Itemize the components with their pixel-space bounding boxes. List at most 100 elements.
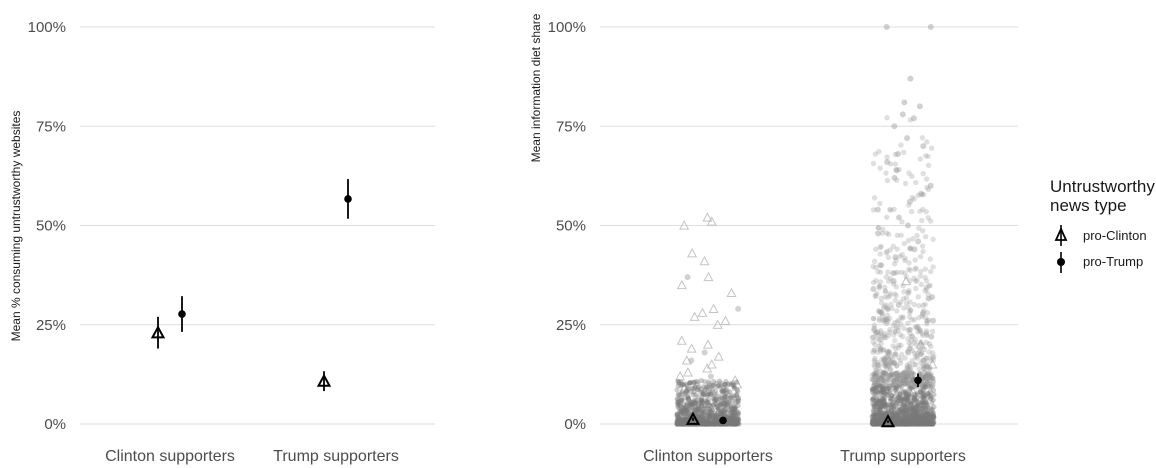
jitter-point-near-zero xyxy=(677,416,683,422)
jitter-point-pro-trump xyxy=(884,312,890,318)
jitter-point-pro-clinton xyxy=(921,371,932,381)
jitter-point-near-zero xyxy=(693,397,700,403)
jitter-point-near-zero xyxy=(726,381,732,387)
jitter-point-near-zero xyxy=(678,420,684,426)
jitter-point-near-zero xyxy=(698,420,705,427)
jitter-point-near-zero xyxy=(873,412,880,418)
jitter-point-pro-trump xyxy=(920,170,926,177)
jitter-point-pro-trump xyxy=(871,322,878,328)
jitter-point-pro-trump xyxy=(930,317,937,324)
jitter-point-near-zero xyxy=(706,381,713,387)
jitter-point-near-zero xyxy=(871,382,877,389)
jitter-point-near-zero xyxy=(715,382,722,389)
jitter-point-pro-trump xyxy=(899,373,906,380)
jitter-point-near-zero xyxy=(713,396,719,402)
jitter-point-near-zero xyxy=(698,421,704,427)
jitter-point-near-zero xyxy=(711,419,717,425)
jitter-point-near-zero xyxy=(676,392,682,398)
jitter-point-near-zero xyxy=(893,421,900,427)
jitter-point-near-zero xyxy=(696,415,702,421)
jitter-point-near-zero xyxy=(734,419,740,425)
jitter-point-near-zero xyxy=(895,395,901,401)
jitter-point-pro-trump xyxy=(707,373,714,380)
jitter-point-near-zero xyxy=(708,410,715,416)
jitter-point-near-zero xyxy=(712,419,718,425)
jitter-point-near-zero xyxy=(732,421,738,427)
jitter-point-near-zero xyxy=(710,382,716,389)
jitter-point-near-zero xyxy=(873,395,880,401)
jitter-point-near-zero xyxy=(879,398,885,405)
jitter-point-near-zero xyxy=(718,380,724,386)
jitter-point-near-zero xyxy=(732,421,738,427)
jitter-point-near-zero xyxy=(683,408,690,415)
jitter-point-near-zero xyxy=(677,420,683,426)
jitter-point-pro-trump xyxy=(899,251,905,258)
jitter-point-pro-trump xyxy=(919,330,926,337)
jitter-point-near-zero xyxy=(716,378,723,384)
jitter-point-near-zero xyxy=(877,416,884,422)
jitter-point-near-zero xyxy=(721,394,728,400)
jitter-point-pro-trump xyxy=(878,300,885,306)
jitter-point-near-zero xyxy=(909,421,915,427)
jitter-point-pro-trump xyxy=(919,134,926,141)
point-pro-Trump-1 xyxy=(914,376,922,385)
jitter-point-near-zero xyxy=(907,421,913,427)
jitter-point-pro-trump xyxy=(894,319,900,325)
jitter-point-near-zero xyxy=(889,408,895,414)
jitter-point-near-zero xyxy=(884,389,890,395)
jitter-point-pro-trump xyxy=(731,413,738,420)
jitter-point-near-zero xyxy=(925,404,931,410)
jitter-point-near-zero xyxy=(894,383,901,389)
jitter-point-near-zero xyxy=(925,408,931,414)
jitter-point-near-zero xyxy=(707,386,713,392)
jitter-point-pro-trump xyxy=(870,315,877,322)
jitter-point-near-zero xyxy=(679,421,685,427)
jitter-point-near-zero xyxy=(920,394,926,400)
jitter-point-near-zero xyxy=(735,411,741,417)
jitter-point-near-zero xyxy=(720,387,726,394)
jitter-point-pro-trump xyxy=(901,289,907,295)
jitter-point-near-zero xyxy=(687,380,693,386)
jitter-point-near-zero xyxy=(700,420,706,426)
jitter-point-near-zero xyxy=(704,420,711,427)
jitter-point-near-zero xyxy=(698,408,705,414)
jitter-point-near-zero xyxy=(894,414,900,420)
jitter-point-near-zero xyxy=(925,412,931,418)
jitter-point-pro-clinton xyxy=(683,394,694,405)
jitter-point-near-zero xyxy=(685,396,691,402)
jitter-point-near-zero xyxy=(681,421,687,427)
jitter-point-near-zero xyxy=(679,421,685,427)
jitter-point-near-zero xyxy=(918,420,924,426)
jitter-point-pro-trump xyxy=(921,357,928,364)
jitter-point-near-zero xyxy=(893,386,899,392)
jitter-point-near-zero xyxy=(910,377,916,383)
jitter-point-near-zero xyxy=(915,421,921,427)
jitter-point-near-zero xyxy=(930,421,936,427)
jitter-point-near-zero xyxy=(679,409,685,415)
jitter-point-pro-trump xyxy=(913,265,919,271)
y-tick-label: 75% xyxy=(36,118,66,135)
jitter-point-near-zero xyxy=(708,390,714,396)
jitter-point-near-zero xyxy=(695,406,702,412)
jitter-point-near-zero xyxy=(720,396,727,403)
jitter-point-near-zero xyxy=(707,412,713,418)
jitter-point-near-zero xyxy=(710,402,717,408)
jitter-point-near-zero xyxy=(725,421,732,427)
jitter-point-near-zero xyxy=(891,416,898,423)
jitter-point-near-zero xyxy=(708,391,714,397)
jitter-point-near-zero xyxy=(893,416,899,422)
jitter-point-near-zero xyxy=(700,389,706,395)
jitter-point-near-zero xyxy=(692,379,698,385)
jitter-point-near-zero xyxy=(676,421,682,427)
jitter-point-near-zero xyxy=(731,406,737,412)
jitter-point-near-zero xyxy=(873,421,879,427)
jitter-point-near-zero xyxy=(900,408,907,414)
jitter-point-near-zero xyxy=(714,419,720,425)
jitter-point-pro-trump xyxy=(695,405,702,412)
jitter-point-near-zero xyxy=(680,421,686,427)
jitter-point-pro-trump xyxy=(893,292,899,299)
jitter-point-near-zero xyxy=(721,407,728,413)
jitter-point-pro-trump xyxy=(890,278,897,285)
jitter-point-near-zero xyxy=(709,407,715,413)
jitter-point-near-zero xyxy=(679,396,685,402)
